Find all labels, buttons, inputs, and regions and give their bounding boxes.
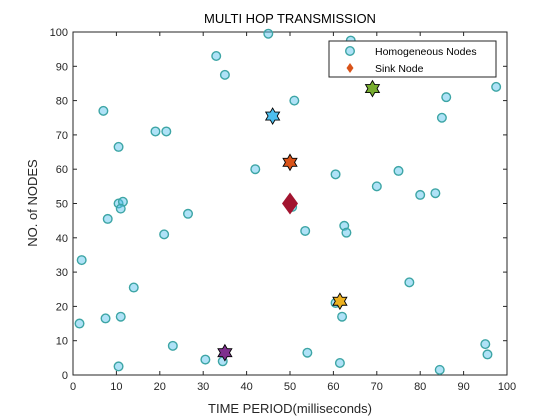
x-tick-label: 30 bbox=[197, 381, 209, 393]
x-tick-label: 60 bbox=[327, 381, 339, 393]
data-point-homogeneous-node bbox=[200, 354, 211, 365]
x-tick-label: 70 bbox=[371, 381, 383, 393]
legend-homogeneous-label: Homogeneous Nodes bbox=[375, 46, 477, 58]
data-point-homogeneous-node bbox=[115, 203, 126, 214]
data-point-homogeneous-node bbox=[371, 181, 382, 192]
x-tick-label: 50 bbox=[284, 381, 296, 393]
data-point-homogeneous-node bbox=[102, 213, 113, 224]
data-point-homogeneous-node bbox=[161, 126, 172, 137]
data-point-homogeneous-node bbox=[341, 227, 352, 238]
y-tick-label: 10 bbox=[56, 336, 68, 348]
x-tick-label: 20 bbox=[154, 381, 166, 393]
data-point-homogeneous-node bbox=[100, 313, 111, 324]
data-point-homogeneous-node bbox=[482, 349, 493, 360]
cluster-head-marker bbox=[364, 79, 381, 98]
data-point-homogeneous-node bbox=[113, 361, 124, 372]
data-point-homogeneous-node bbox=[330, 169, 341, 180]
x-tick-label: 90 bbox=[457, 381, 469, 393]
data-point-sink-node bbox=[282, 192, 298, 215]
cluster-head-marker bbox=[264, 107, 281, 125]
data-point-homogeneous-node bbox=[434, 364, 445, 375]
data-point-homogeneous-node bbox=[441, 92, 452, 103]
data-point-homogeneous-node bbox=[159, 229, 170, 240]
data-point-homogeneous-node bbox=[337, 311, 348, 322]
y-tick-label: 60 bbox=[56, 164, 68, 176]
x-axis-label: TIME PERIOD(milliseconds) bbox=[208, 401, 372, 416]
data-point-homogeneous-node bbox=[300, 225, 311, 236]
x-tick-label: 0 bbox=[70, 381, 76, 393]
data-point-homogeneous-node bbox=[167, 340, 178, 351]
data-point-homogeneous-node bbox=[74, 318, 85, 329]
x-tick-label: 40 bbox=[240, 381, 252, 393]
data-point-homogeneous-node bbox=[415, 189, 426, 200]
data-point-homogeneous-node bbox=[393, 165, 404, 176]
y-tick-label: 40 bbox=[56, 233, 68, 245]
data-point-homogeneous-node bbox=[250, 164, 261, 175]
data-point-homogeneous-node bbox=[219, 69, 230, 80]
data-point-homogeneous-node bbox=[404, 277, 415, 288]
data-point-homogeneous-node bbox=[150, 126, 161, 137]
x-tick-label: 100 bbox=[498, 381, 516, 393]
y-tick-label: 100 bbox=[50, 27, 68, 39]
x-tick-label: 10 bbox=[110, 381, 122, 393]
y-tick-label: 70 bbox=[56, 130, 68, 142]
data-point-homogeneous-node bbox=[491, 81, 502, 92]
data-point-homogeneous-node bbox=[115, 311, 126, 322]
legend-homogeneous-marker bbox=[345, 46, 356, 57]
cluster-head-marker bbox=[217, 343, 233, 362]
data-point-homogeneous-node bbox=[76, 255, 87, 266]
cluster-head-marker bbox=[332, 292, 348, 311]
data-point-homogeneous-node bbox=[334, 357, 345, 368]
y-axis-label: NO. of NODES bbox=[25, 159, 40, 247]
data-point-homogeneous-node bbox=[302, 347, 313, 358]
data-point-homogeneous-node bbox=[480, 339, 491, 350]
legend-sink-marker bbox=[346, 63, 354, 73]
data-point-homogeneous-node bbox=[430, 188, 441, 199]
data-point-homogeneous-node bbox=[128, 282, 139, 293]
legend: Homogeneous Nodes Sink Node bbox=[328, 40, 497, 78]
data-point-homogeneous-node bbox=[436, 112, 447, 123]
data-point-homogeneous-node bbox=[183, 208, 194, 219]
data-point-homogeneous-node bbox=[98, 105, 109, 116]
y-tick-label: 90 bbox=[56, 61, 68, 73]
chart-title: MULTI HOP TRANSMISSION bbox=[204, 11, 376, 26]
data-point-homogeneous-node bbox=[113, 141, 124, 152]
plot-area: 0 10 20 30 40 50 60 70 80 90 100 0 10 20 30 40 50 60 70 80 9… bbox=[50, 27, 517, 393]
legend-box bbox=[328, 40, 497, 78]
data-point-homogeneous-node bbox=[289, 95, 300, 106]
y-tick-label: 30 bbox=[56, 267, 68, 279]
data-point-homogeneous-node bbox=[263, 28, 274, 39]
cluster-head-marker bbox=[282, 153, 298, 172]
y-tick-label: 0 bbox=[62, 370, 68, 382]
y-tick-label: 80 bbox=[56, 96, 68, 108]
data-point-homogeneous-node bbox=[211, 51, 222, 62]
x-tick-label: 80 bbox=[414, 381, 426, 393]
y-tick-label: 50 bbox=[56, 199, 68, 211]
y-tick-label: 20 bbox=[56, 301, 68, 313]
legend-sink-label: Sink Node bbox=[375, 63, 424, 75]
